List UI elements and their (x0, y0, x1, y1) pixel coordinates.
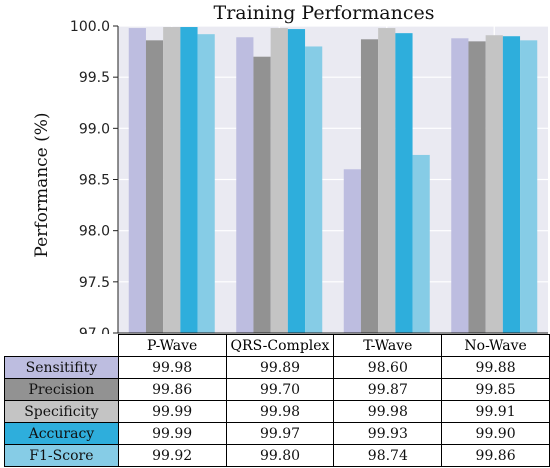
bar (360, 39, 379, 333)
y-tick-label: 97.0 (79, 326, 110, 334)
data-cell: 99.93 (333, 422, 443, 445)
data-cell: 99.85 (441, 378, 550, 401)
table-header-row: P-Wave QRS-Complex T-Wave No-Wave (5, 334, 550, 357)
data-cell: 99.99 (117, 422, 227, 445)
y-tick-label: 99.0 (79, 121, 110, 137)
y-tick-label: 100.0 (70, 19, 110, 35)
bar (485, 35, 503, 334)
table-corner (5, 335, 119, 357)
bar (128, 28, 146, 334)
bar (520, 40, 538, 334)
table-row: Sensitifity 99.98 99.89 98.60 99.88 (4, 356, 550, 379)
bar (180, 27, 198, 333)
bar (378, 28, 396, 334)
data-cell: 98.74 (333, 444, 443, 467)
y-tick-label: 99.5 (79, 70, 110, 86)
data-cell: 99.87 (333, 378, 443, 401)
y-tick-label: 98.0 (79, 224, 110, 240)
data-cell: 99.80 (225, 444, 335, 467)
data-cell: 99.98 (333, 400, 443, 423)
data-cell: 99.86 (441, 444, 550, 467)
bar (287, 29, 306, 333)
series-label: Precision (4, 378, 119, 401)
bar (305, 46, 323, 333)
bar (502, 36, 521, 333)
data-cell: 99.97 (225, 422, 335, 445)
data-table: P-Wave QRS-Complex T-Wave No-Wave Sensit… (4, 334, 550, 467)
bar (197, 34, 215, 333)
data-cell: 99.89 (225, 356, 335, 379)
bar (253, 56, 271, 333)
bar (451, 38, 469, 333)
series-label: Specificity (4, 400, 119, 423)
bar (163, 27, 181, 333)
bar (468, 41, 486, 333)
data-cell: 99.92 (117, 444, 227, 467)
y-tick-label: 98.5 (79, 173, 110, 189)
bar (270, 28, 288, 334)
series-label: Accuracy (4, 422, 119, 445)
data-cell: 99.90 (441, 422, 550, 445)
plot-area: 97.0 97.5 98.0 98.5 99.0 99.5 100.0 (70, 19, 548, 334)
data-cell: 98.60 (333, 356, 443, 379)
series-label: F1-Score (4, 444, 119, 467)
data-cell: 99.98 (225, 400, 335, 423)
data-cell: 99.86 (117, 378, 227, 401)
bar (343, 169, 361, 333)
data-cell: 99.91 (441, 400, 550, 423)
category-header: P-Wave (117, 334, 227, 357)
bar (395, 33, 413, 334)
table-row: F1-Score 99.92 99.80 98.74 99.86 (4, 444, 550, 467)
table-row: Accuracy 99.99 99.97 99.93 99.90 (4, 422, 550, 445)
table-row: Specificity 99.99 99.98 99.98 99.91 (4, 400, 550, 423)
data-cell: 99.99 (117, 400, 227, 423)
series-label: Sensitifity (4, 356, 119, 379)
bar (145, 40, 164, 334)
bar (412, 154, 430, 333)
bar (236, 37, 254, 334)
y-tick-label: 97.5 (79, 275, 110, 291)
data-cell: 99.88 (441, 356, 550, 379)
data-cell: 99.70 (225, 378, 335, 401)
category-header: QRS-Complex (225, 334, 335, 357)
data-cell: 99.98 (117, 356, 227, 379)
chart-title: Training Performances (213, 2, 435, 24)
category-header: T-Wave (333, 334, 443, 357)
table-row: Precision 99.86 99.70 99.87 99.85 (4, 378, 550, 401)
category-header: No-Wave (441, 334, 550, 357)
